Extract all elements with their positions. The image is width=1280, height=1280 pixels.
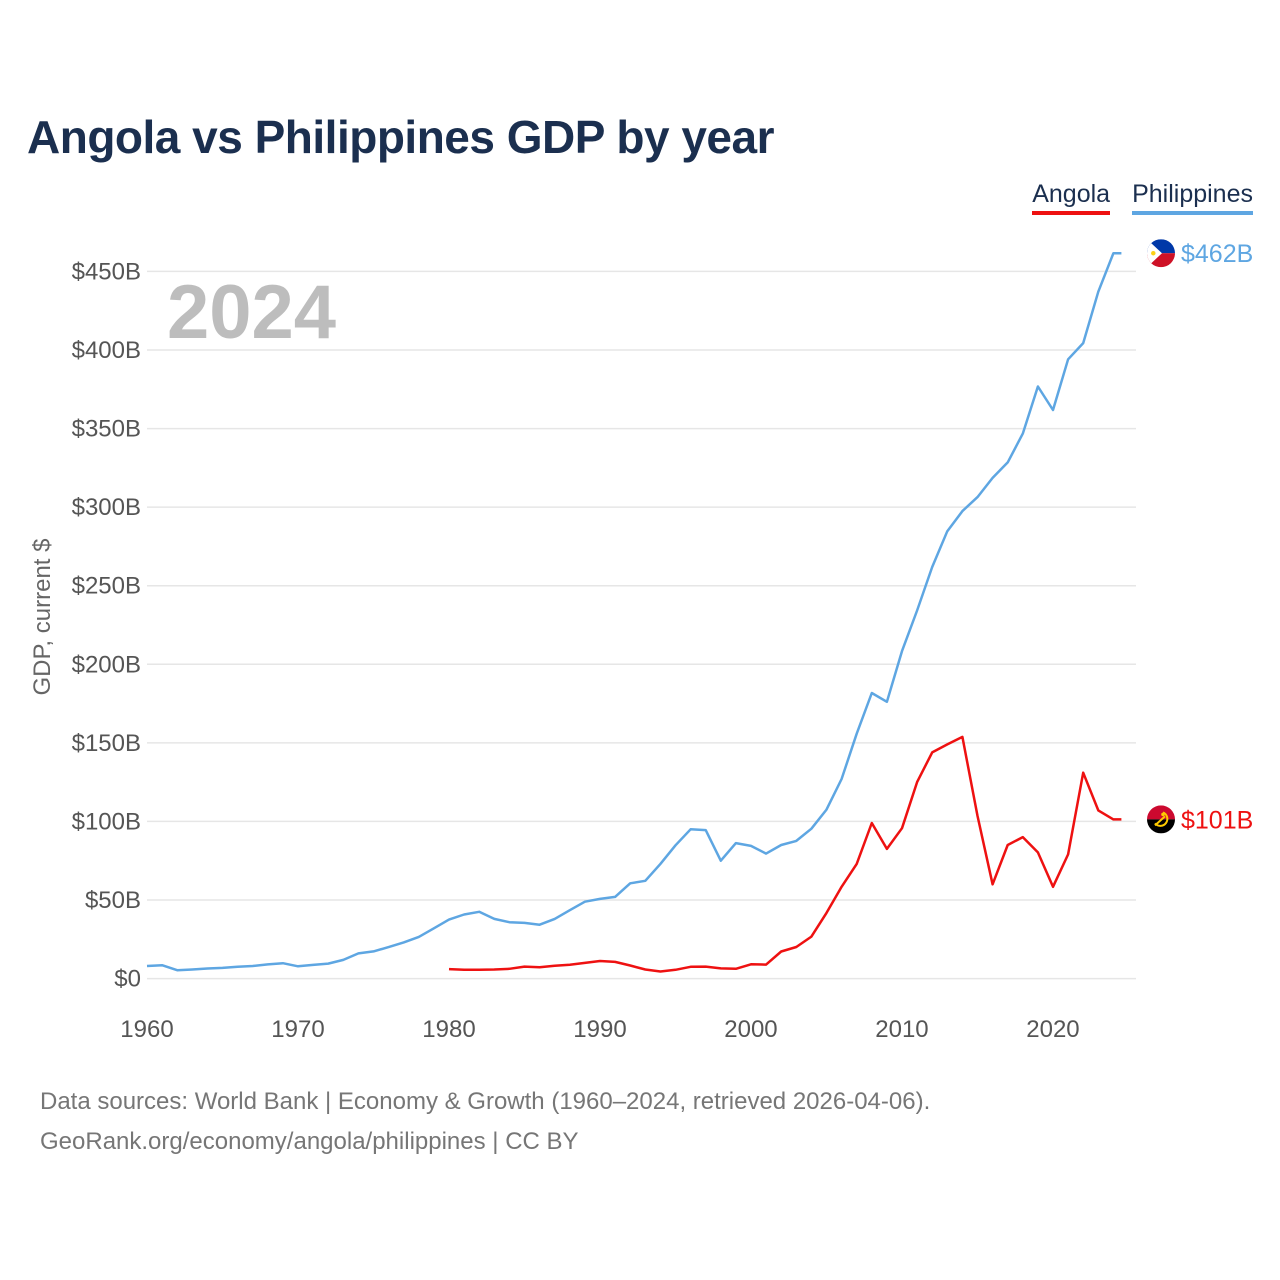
end-value-label-angola: $101B bbox=[1181, 806, 1253, 834]
y-tick-label: $50B bbox=[85, 887, 141, 914]
y-tick-label: $100B bbox=[72, 808, 141, 835]
chart-title: Angola vs Philippines GDP by year bbox=[27, 111, 775, 163]
y-tick-label: $250B bbox=[72, 573, 141, 600]
x-tick-label: 2010 bbox=[875, 1016, 928, 1043]
legend-item-angola[interactable]: Angola bbox=[1032, 180, 1111, 215]
x-tick-label: 1980 bbox=[422, 1016, 475, 1043]
legend-item-philippines[interactable]: Philippines bbox=[1132, 180, 1253, 215]
y-axis: $0 $50B $100B $150B $200B $250B $300B $350B $400… bbox=[72, 258, 141, 992]
y-axis-label: GDP, current $ bbox=[29, 539, 56, 696]
x-tick-label: 2020 bbox=[1026, 1016, 1079, 1043]
y-tick-label: $150B bbox=[72, 730, 141, 757]
y-tick-label: $300B bbox=[72, 494, 141, 521]
series-line-angola[interactable] bbox=[448, 735, 1122, 973]
y-tick-label: $350B bbox=[72, 416, 141, 443]
x-axis: 1960 1970 1980 1990 2000 2010 2020 bbox=[120, 1016, 1079, 1043]
series-line-philippines[interactable] bbox=[146, 251, 1122, 972]
y-tick-label: $400B bbox=[72, 337, 141, 364]
data-sources-note: Data sources: World Bank | Economy & Gro… bbox=[40, 1088, 931, 1115]
series-end-markers: $462B $101B bbox=[1147, 239, 1253, 834]
year-display: 2024 bbox=[167, 270, 336, 355]
y-tick-label: $450B bbox=[72, 258, 141, 285]
end-value-label-philippines: $462B bbox=[1181, 240, 1253, 268]
x-tick-label: 1960 bbox=[120, 1016, 173, 1043]
series-lines bbox=[146, 251, 1122, 973]
y-tick-label: $200B bbox=[72, 651, 141, 678]
philippines-flag-icon bbox=[1147, 239, 1175, 268]
footer: Data sources: World Bank | Economy & Gro… bbox=[40, 1082, 930, 1162]
y-tick-label: $0 bbox=[114, 966, 141, 993]
x-tick-label: 1990 bbox=[573, 1016, 626, 1043]
source-link[interactable]: GeoRank.org/economy/angola/philippines |… bbox=[40, 1128, 579, 1155]
gridlines bbox=[147, 270, 1136, 980]
angola-flag-icon bbox=[1147, 805, 1175, 834]
legend: Angola Philippines bbox=[1032, 180, 1253, 215]
x-tick-label: 1970 bbox=[271, 1016, 324, 1043]
x-tick-label: 2000 bbox=[724, 1016, 777, 1043]
